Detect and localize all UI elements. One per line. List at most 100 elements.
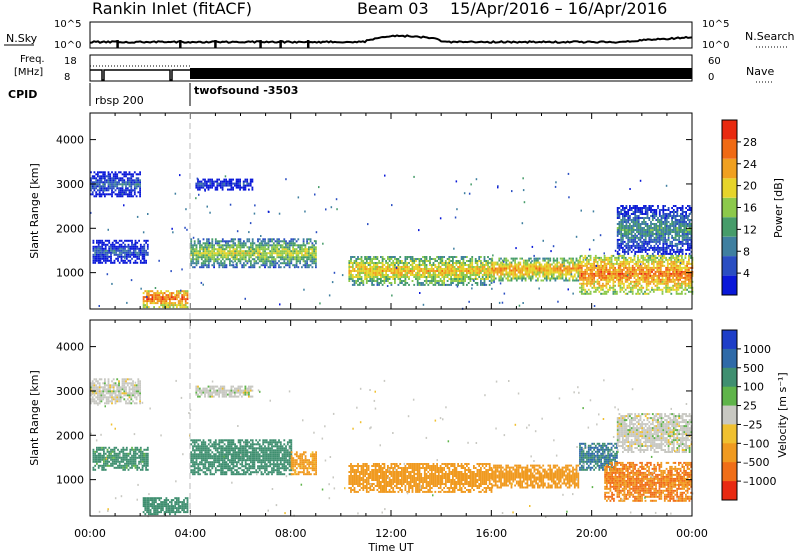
echo-cell-power [616,260,618,263]
echo-cell-power [218,250,221,253]
echo-cell-power [109,173,112,176]
echo-cell-power [645,280,648,283]
echo-cell-power [91,191,94,194]
echo-cell-power [220,240,222,243]
echo-cell-power [540,279,543,282]
echo-cell-power [467,276,470,278]
echo-cell-power [172,306,175,309]
echo-cell-power [348,276,351,278]
echo-cell-power [202,250,205,253]
echo-cell-power [246,252,249,255]
echo-cell-power [139,189,141,192]
echo-cell-power [622,219,624,221]
echo-cell-power [113,253,116,256]
echo-cell-power [106,257,109,260]
echo-cell-power [126,177,129,180]
echo-noise-power [472,279,475,282]
echo-cell-power [425,256,428,258]
echo-cell-power [394,274,396,276]
echo-cell-power [139,253,142,256]
echo-cell-power [244,256,247,259]
echo-cell-power [689,286,692,289]
echo-cell-power [639,240,642,243]
echo-cell-power [625,219,628,221]
echo-cell-power [129,251,132,254]
echo-cell-power [681,207,684,209]
echo-cell-power [107,171,110,174]
echo-cell-power [633,280,636,283]
echo-cell-power [473,272,475,274]
echo-cell-power [153,296,155,299]
echo-cell-power [658,246,661,249]
echo-cell-power [672,266,674,269]
echo-cell-power [292,246,294,249]
echo-cell-power [267,260,270,263]
echo-cell-power [450,256,452,258]
echo-cell-power [634,213,637,215]
echo-cell-power [135,195,138,198]
echo-cell-power [380,272,382,274]
echo-cell-power [406,258,409,260]
echo-cell-power [141,245,144,248]
echo-cell-power [689,282,692,285]
echo-cell-power [676,246,679,249]
echo-cell-power [460,262,463,264]
echo-cell-power [225,254,228,257]
echo-cell-power [661,290,664,293]
echo-cell-power [139,251,142,254]
echo-cell-power [603,284,606,287]
echo-cell-power [621,282,624,285]
echo-cell-power [248,260,251,263]
echo-cell-power [684,276,687,279]
echo-cell-power [683,234,686,237]
echo-cell-power [476,264,479,266]
echo-cell-power [172,304,175,307]
echo-cell-power [441,270,444,272]
echo-cell-power [460,280,463,282]
echo-cell-power [124,259,126,262]
echo-cell-power [467,282,470,284]
echo-cell-power [656,260,659,263]
echo-cell-power [387,278,389,280]
echo-cell-power [680,221,682,223]
echo-cell-power [605,292,608,295]
echo-cell-power [408,270,410,272]
echo-cell-power [118,261,121,264]
echo-cell-power [304,256,307,259]
echo-cell-power [672,250,675,253]
echo-cell-power [381,276,384,278]
echo-cell-power [651,260,653,263]
echo-cell-power [689,270,692,273]
echo-cell-power [614,290,616,293]
echo-cell-power [112,183,115,186]
echo-cell-power [563,259,566,262]
echo-cell-power [144,306,147,309]
echo-cell-power [460,264,463,266]
echo-cell-power [572,277,574,280]
echo-cell-power [623,272,625,275]
echo-cell-power [469,264,472,266]
echo-cell-power [603,266,606,269]
echo-cell-power [616,223,619,225]
echo-cell-power [214,242,217,245]
echo-cell-power [269,260,272,263]
echo-cell-power [137,181,140,184]
echo-cell-power [193,244,196,247]
echo-cell-power [204,246,207,249]
echo-cell-power [688,258,690,261]
echo-cell-power [575,277,578,280]
echo-cell-power [675,254,678,257]
echo-cell-power [95,191,98,194]
echo-cell-power [371,270,373,272]
echo-cell-power [464,264,466,266]
echo-cell-power [99,257,102,260]
echo-cell-power [125,253,128,256]
echo-cell-power [668,266,671,269]
echo-cell-power [429,262,431,264]
echo-cell-power [278,254,280,257]
echo-cell-power [665,240,668,243]
echo-cell-power [260,244,263,247]
echo-cell-power [654,288,657,291]
echo-cell-power [309,238,312,241]
echo-cell-power [230,178,233,181]
